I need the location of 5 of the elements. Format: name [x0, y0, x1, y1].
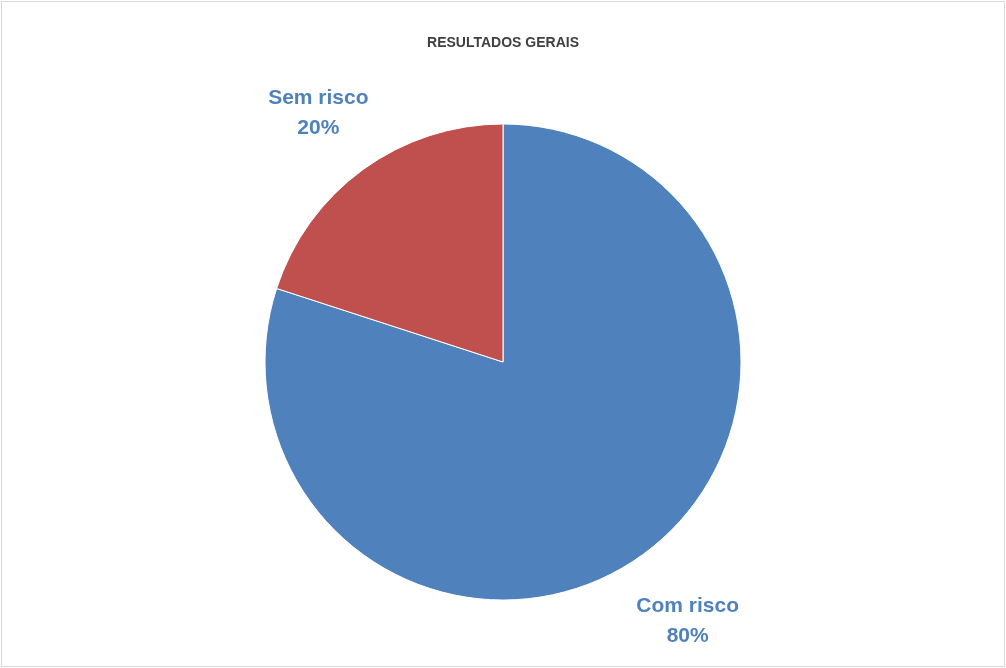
data-label: 20% — [297, 114, 340, 138]
data-label: 80% — [666, 623, 709, 647]
slice-label: Sem risco — [268, 84, 369, 108]
slice-label: Com risco — [636, 593, 740, 617]
chart-title: RESULTADOS GERAIS — [427, 34, 579, 50]
